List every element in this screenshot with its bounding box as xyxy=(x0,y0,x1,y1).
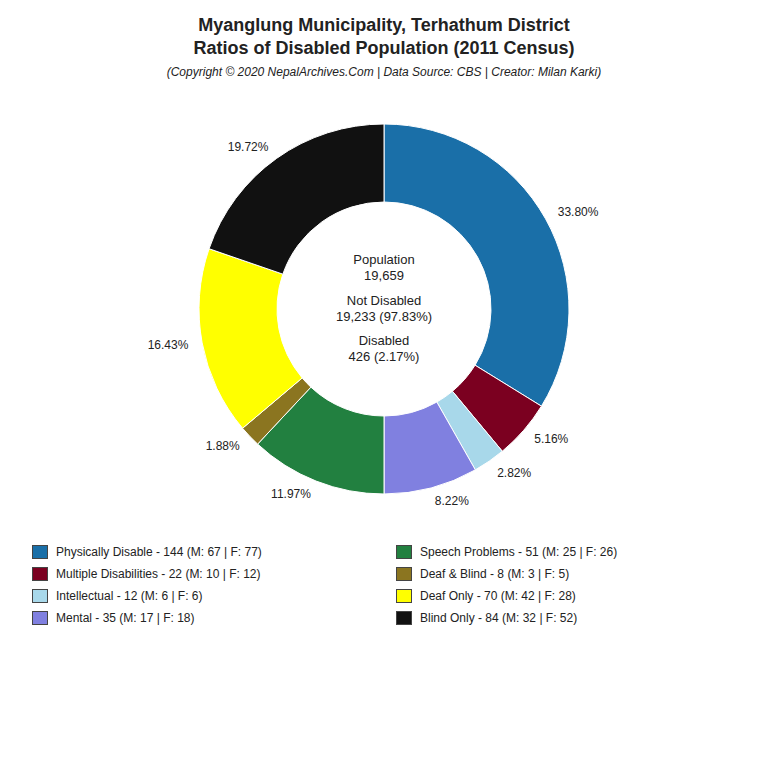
html-text:Speech Problems - 51 (M: 25 |: Speech Problems - 51 (M: 25 | F: 26) xyxy=(420,544,618,559)
html-text:Not Disabled 19,233 (97.83%): Not Disabled 19,233 (97.83%) xyxy=(335,292,433,324)
html-text:Disabled 426 (2.17%): Disabled 426 (2.17%) xyxy=(348,333,420,365)
html-text:Multiple Disabilities - 22 (M:: Multiple Disabilities - 22 (M: 10 | F: 1… xyxy=(56,566,261,581)
html-text:Intellectual - 12 (M: 6 | F: 6: Intellectual - 12 (M: 6 | F: 6) xyxy=(56,588,203,603)
html-text:Physically Disable - 144 (M: 6: Physically Disable - 144 (M: 67 | F: 77) xyxy=(56,544,262,559)
html-text:Myanglung Municipality, Terhat: Myanglung Municipality, Terhathum Distri… xyxy=(193,15,575,59)
svg-text:16.43%: 16.43% xyxy=(148,338,189,352)
svg-text:8.22%: 8.22% xyxy=(435,494,469,508)
html-text:Deaf & Blind - 8 (M: 3 | F: 5): Deaf & Blind - 8 (M: 3 | F: 5) xyxy=(420,566,570,581)
html-text:Population 19,659: Population 19,659 xyxy=(353,252,415,284)
svg-text:11.97%: 11.97% xyxy=(271,487,311,501)
svg-text:33.80%: 33.80% xyxy=(558,205,599,219)
svg-text:2.82%: 2.82% xyxy=(497,465,531,479)
html-text:(Copyright © 2020 NepalArchive: (Copyright © 2020 NepalArchives.Com | Da… xyxy=(166,64,602,79)
html-text:Mental - 35 (M: 17 | F: 18): Mental - 35 (M: 17 | F: 18) xyxy=(56,610,195,625)
svg-text:19.72%: 19.72% xyxy=(228,140,269,154)
html-text:Blind Only - 84 (M: 32 | F: 52: Blind Only - 84 (M: 32 | F: 52) xyxy=(420,610,578,625)
svg-text:1.88%: 1.88% xyxy=(206,439,240,453)
html-text:Deaf Only - 70 (M: 42 | F: 28): Deaf Only - 70 (M: 42 | F: 28) xyxy=(420,588,576,603)
svg-text:5.16%: 5.16% xyxy=(534,432,568,446)
